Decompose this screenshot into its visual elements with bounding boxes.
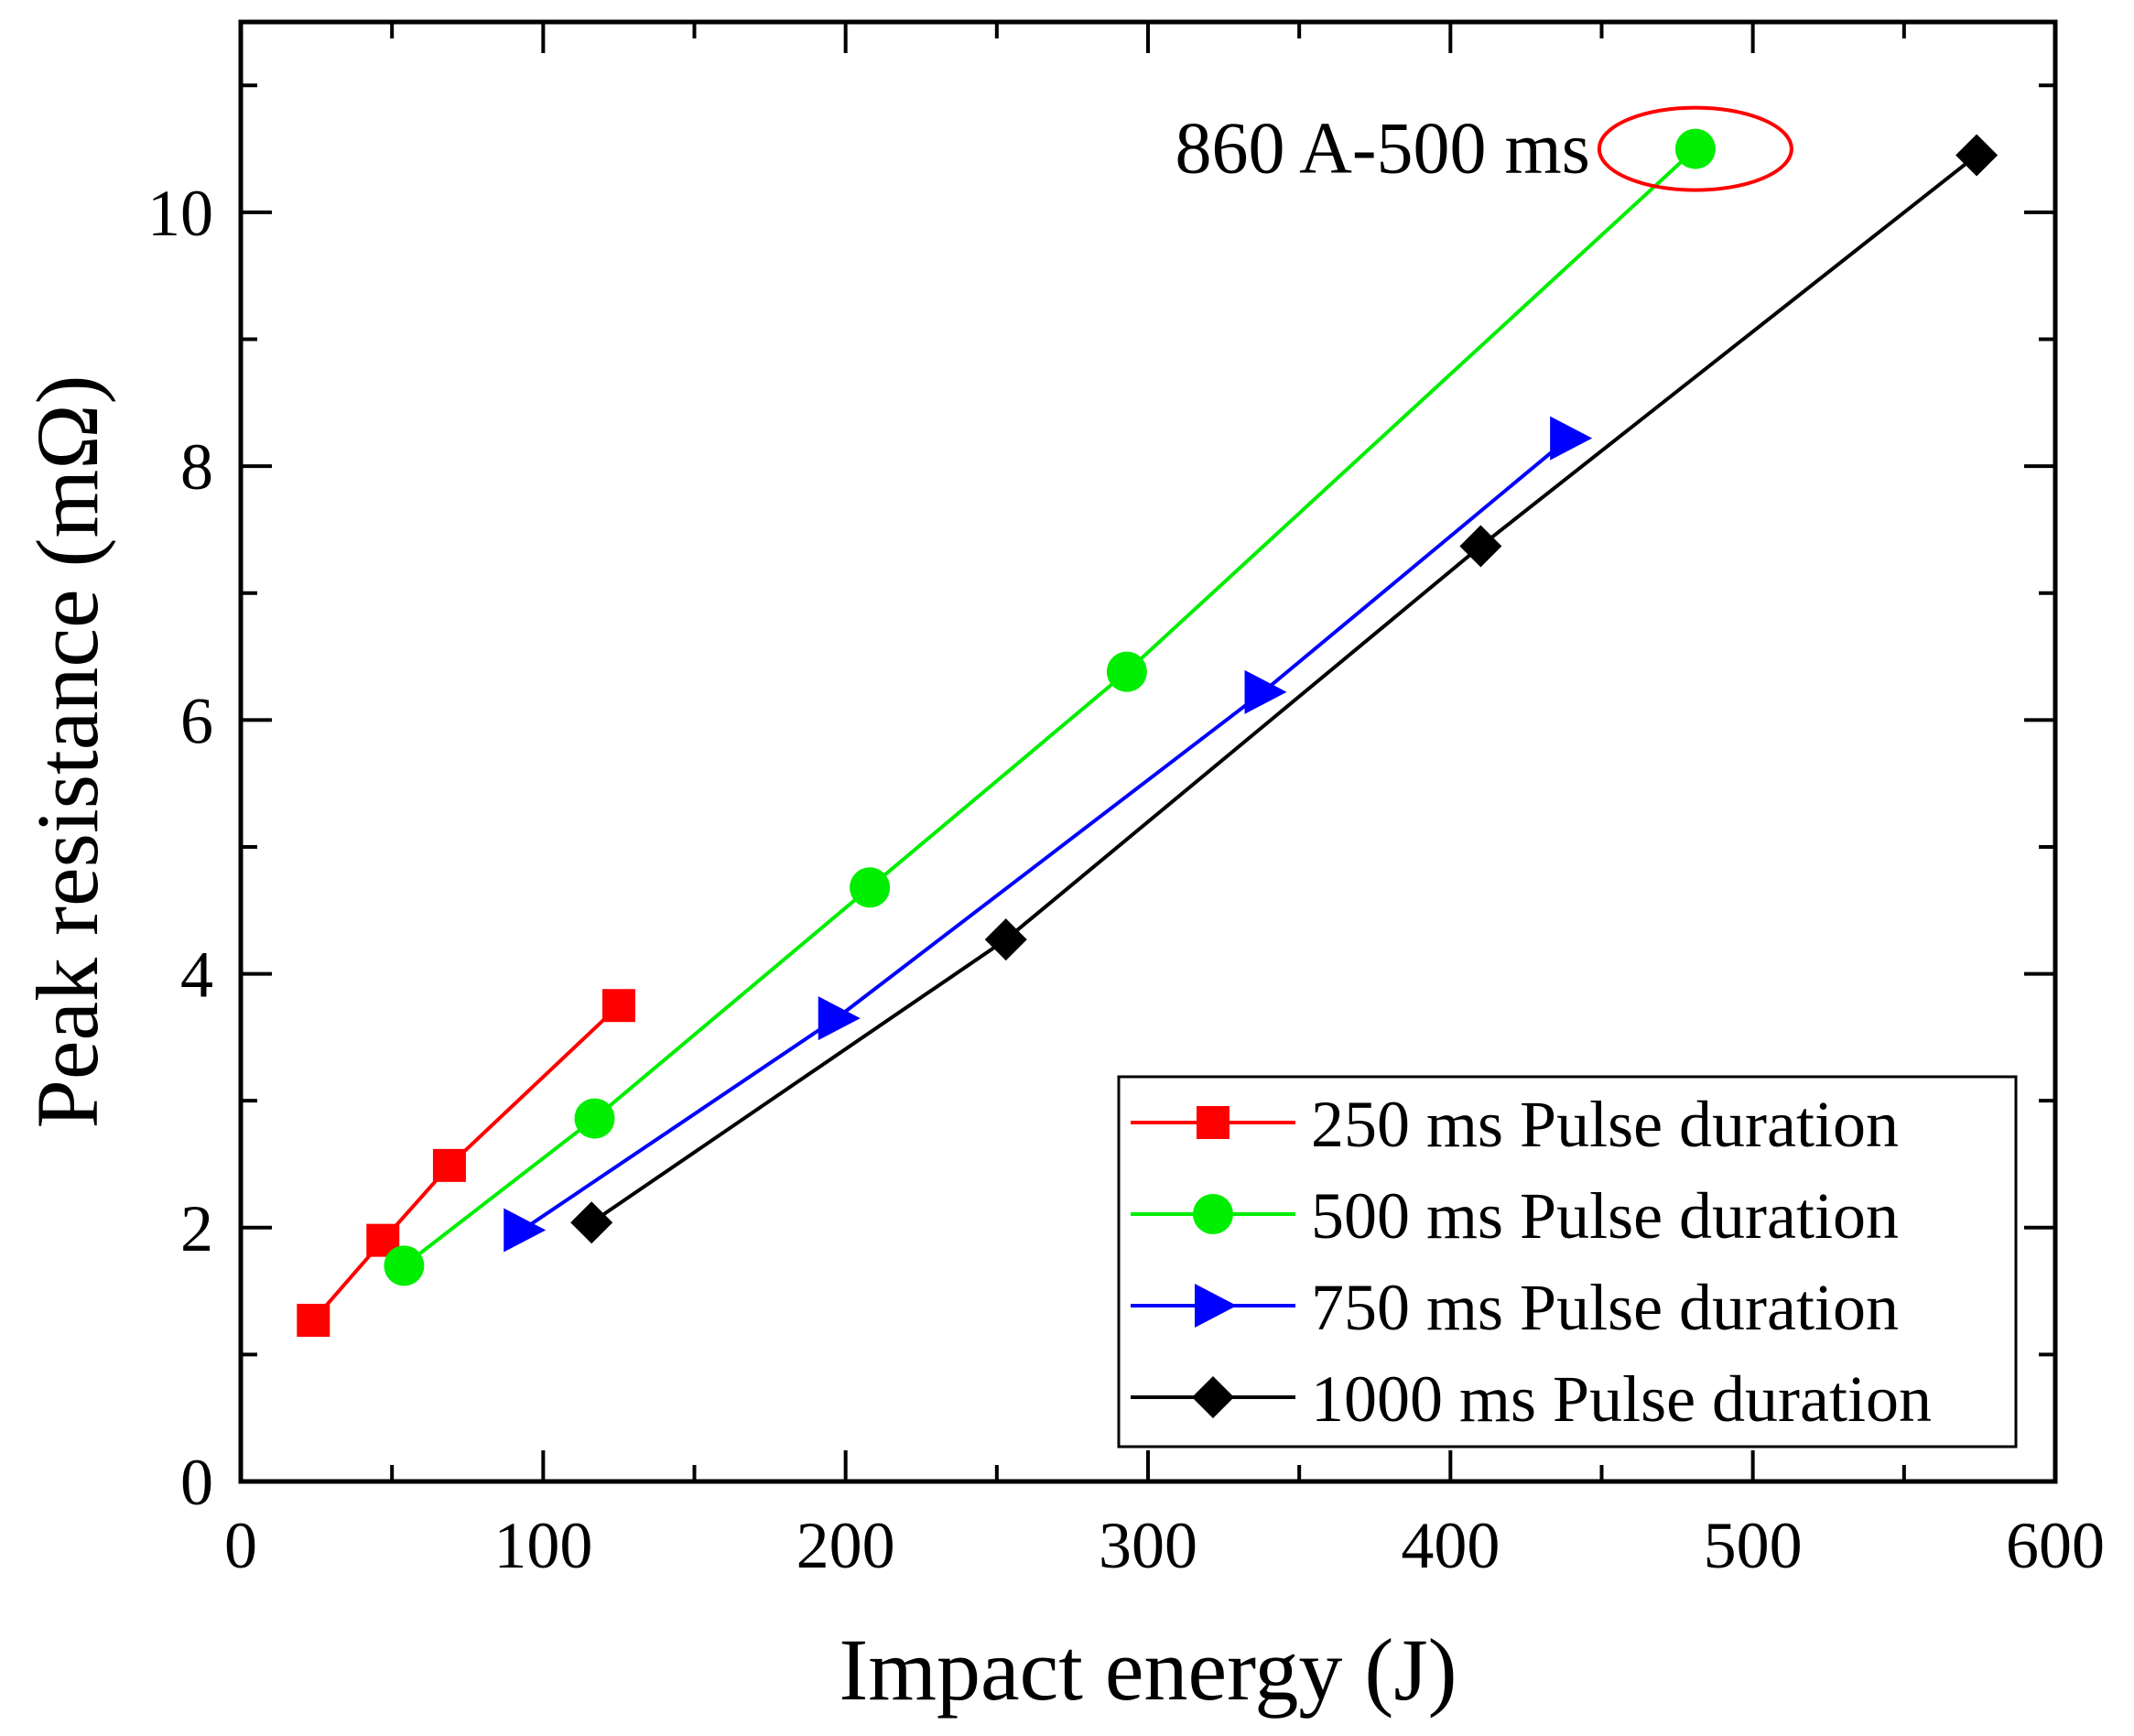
legend-label: 750 ms Pulse duration bbox=[1311, 1271, 1899, 1344]
legend-marker bbox=[1195, 1284, 1237, 1328]
legend-marker bbox=[1193, 1194, 1233, 1234]
y-tick-label: 2 bbox=[180, 1192, 213, 1265]
legend-box bbox=[1117, 1075, 2018, 1448]
series-group bbox=[504, 416, 1593, 1253]
series-group bbox=[384, 128, 1716, 1286]
legend-entry: 1000 ms Pulse duration bbox=[1131, 1362, 1932, 1436]
y-tick-label: 6 bbox=[180, 684, 213, 757]
series-line bbox=[590, 153, 1978, 1224]
data-point bbox=[1459, 525, 1502, 568]
data-point bbox=[1106, 651, 1147, 692]
x-tick-label: 200 bbox=[796, 1509, 895, 1582]
tick-labels: 0 100 200 300 400 500 600 0 2 4 6 8 10 bbox=[147, 177, 2105, 1582]
annotation-layer: 860 A-500 ms bbox=[1175, 105, 1793, 192]
x-axis-label: Impact energy (J) bbox=[839, 1621, 1457, 1719]
series-group bbox=[297, 989, 635, 1337]
x-tick-label: 500 bbox=[1704, 1509, 1803, 1582]
x-tick-label: 300 bbox=[1099, 1509, 1197, 1582]
x-tick-label: 0 bbox=[224, 1509, 257, 1582]
legend-marker bbox=[1192, 1376, 1234, 1418]
y-tick-label: 0 bbox=[180, 1446, 213, 1519]
data-point bbox=[297, 1303, 330, 1337]
y-axis-label: Peak resistance (mΩ) bbox=[18, 374, 116, 1128]
data-point bbox=[574, 1098, 615, 1139]
legend-marker bbox=[1197, 1106, 1229, 1139]
data-point bbox=[384, 1245, 425, 1286]
data-point bbox=[601, 989, 635, 1023]
data-point bbox=[984, 918, 1027, 961]
legend-label: 500 ms Pulse duration bbox=[1311, 1179, 1899, 1253]
data-point bbox=[570, 1201, 613, 1244]
legend: 250 ms Pulse duration 500 ms Pulse durati… bbox=[1117, 1075, 2018, 1448]
data-point bbox=[1550, 416, 1593, 461]
series-layer bbox=[297, 128, 1999, 1337]
plot-frame bbox=[238, 19, 2058, 1484]
legend-entry: 750 ms Pulse duration bbox=[1131, 1271, 1899, 1344]
legend-entry: 500 ms Pulse duration bbox=[1131, 1179, 1899, 1253]
series-line bbox=[521, 437, 1570, 1232]
legend-label: 1000 ms Pulse duration bbox=[1311, 1362, 1932, 1436]
x-tick-label: 400 bbox=[1401, 1509, 1500, 1582]
series-group bbox=[570, 134, 1999, 1244]
y-tick-label: 10 bbox=[147, 177, 213, 250]
x-tick-label: 100 bbox=[493, 1509, 592, 1582]
y-tick-label: 8 bbox=[180, 430, 213, 504]
data-point bbox=[1674, 128, 1716, 169]
legend-entry: 250 ms Pulse duration bbox=[1131, 1088, 1899, 1161]
series-line bbox=[311, 1004, 621, 1322]
data-point bbox=[1955, 134, 1999, 177]
data-point bbox=[432, 1148, 466, 1182]
data-point bbox=[1244, 669, 1287, 714]
data-point bbox=[850, 867, 891, 908]
y-tick-label: 4 bbox=[180, 939, 213, 1012]
data-point bbox=[504, 1208, 547, 1253]
legend-label: 250 ms Pulse duration bbox=[1311, 1088, 1899, 1161]
highlight-ellipse bbox=[1597, 105, 1793, 192]
annotation-label: 860 A-500 ms bbox=[1175, 109, 1590, 190]
x-tick-label: 600 bbox=[2006, 1509, 2105, 1582]
data-point bbox=[818, 996, 861, 1041]
